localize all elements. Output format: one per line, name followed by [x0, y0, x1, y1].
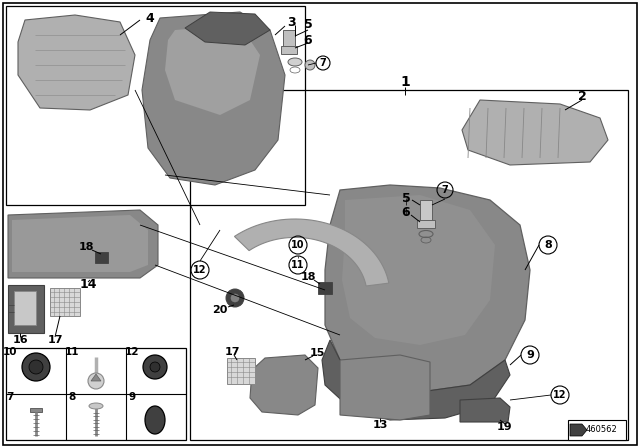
Bar: [318, 282, 332, 294]
Ellipse shape: [305, 60, 315, 70]
Bar: [30, 408, 42, 412]
Circle shape: [88, 373, 104, 389]
Text: 11: 11: [65, 347, 79, 357]
Circle shape: [22, 353, 50, 381]
Text: 7: 7: [6, 392, 13, 402]
Text: 8: 8: [68, 392, 76, 402]
Polygon shape: [322, 340, 510, 420]
Text: 17: 17: [47, 335, 63, 345]
Text: 15: 15: [309, 348, 324, 358]
Text: 14: 14: [79, 279, 97, 292]
Bar: [190, 90, 628, 440]
Bar: [95, 252, 108, 263]
Text: 1: 1: [400, 75, 410, 89]
Text: 19: 19: [497, 422, 513, 432]
Text: 10: 10: [291, 240, 305, 250]
Text: 3: 3: [288, 16, 296, 29]
Text: 18: 18: [300, 272, 316, 282]
Bar: [227, 358, 255, 384]
Text: 12: 12: [193, 265, 207, 275]
Bar: [14, 291, 36, 325]
Bar: [8, 285, 44, 333]
Text: 5: 5: [303, 18, 312, 31]
Text: 5: 5: [402, 191, 410, 204]
Text: 9: 9: [129, 392, 136, 402]
Circle shape: [231, 294, 239, 302]
Polygon shape: [165, 25, 260, 115]
Polygon shape: [342, 195, 495, 345]
Text: 9: 9: [526, 350, 534, 360]
Text: 7: 7: [442, 185, 449, 195]
Text: 4: 4: [146, 12, 154, 25]
Text: 6: 6: [402, 207, 410, 220]
Text: 460562: 460562: [586, 426, 618, 435]
Bar: [283, 30, 295, 50]
Text: 16: 16: [12, 335, 28, 345]
Polygon shape: [570, 424, 587, 436]
Text: 6: 6: [304, 34, 312, 47]
Bar: [417, 220, 435, 228]
Polygon shape: [142, 12, 285, 185]
Ellipse shape: [89, 403, 103, 409]
Text: 2: 2: [578, 90, 586, 103]
Polygon shape: [8, 210, 158, 278]
Text: 13: 13: [372, 420, 388, 430]
Bar: [568, 420, 626, 440]
Bar: [6, 348, 186, 440]
Text: 7: 7: [319, 58, 326, 68]
Text: 17: 17: [224, 347, 240, 357]
Text: 10: 10: [3, 347, 17, 357]
Polygon shape: [460, 398, 510, 422]
Circle shape: [143, 355, 167, 379]
Bar: [6, 6, 305, 205]
Polygon shape: [18, 15, 135, 110]
Polygon shape: [325, 185, 530, 392]
Polygon shape: [234, 219, 389, 286]
Polygon shape: [462, 100, 608, 165]
Bar: [281, 46, 297, 54]
Circle shape: [150, 362, 160, 372]
Polygon shape: [185, 12, 270, 45]
Polygon shape: [250, 355, 318, 415]
Text: 18: 18: [78, 242, 93, 252]
Ellipse shape: [288, 58, 302, 66]
Ellipse shape: [145, 406, 165, 434]
Text: 12: 12: [553, 390, 567, 400]
Polygon shape: [91, 374, 101, 381]
Circle shape: [226, 289, 244, 307]
Text: 8: 8: [544, 240, 552, 250]
Text: 11: 11: [291, 260, 305, 270]
Text: 20: 20: [212, 305, 228, 315]
Bar: [50, 288, 80, 316]
Polygon shape: [12, 215, 148, 272]
Circle shape: [29, 360, 43, 374]
Text: 12: 12: [125, 347, 140, 357]
Polygon shape: [340, 355, 430, 420]
Bar: [420, 200, 432, 224]
